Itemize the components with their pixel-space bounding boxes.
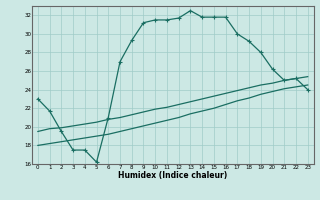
X-axis label: Humidex (Indice chaleur): Humidex (Indice chaleur) (118, 171, 228, 180)
